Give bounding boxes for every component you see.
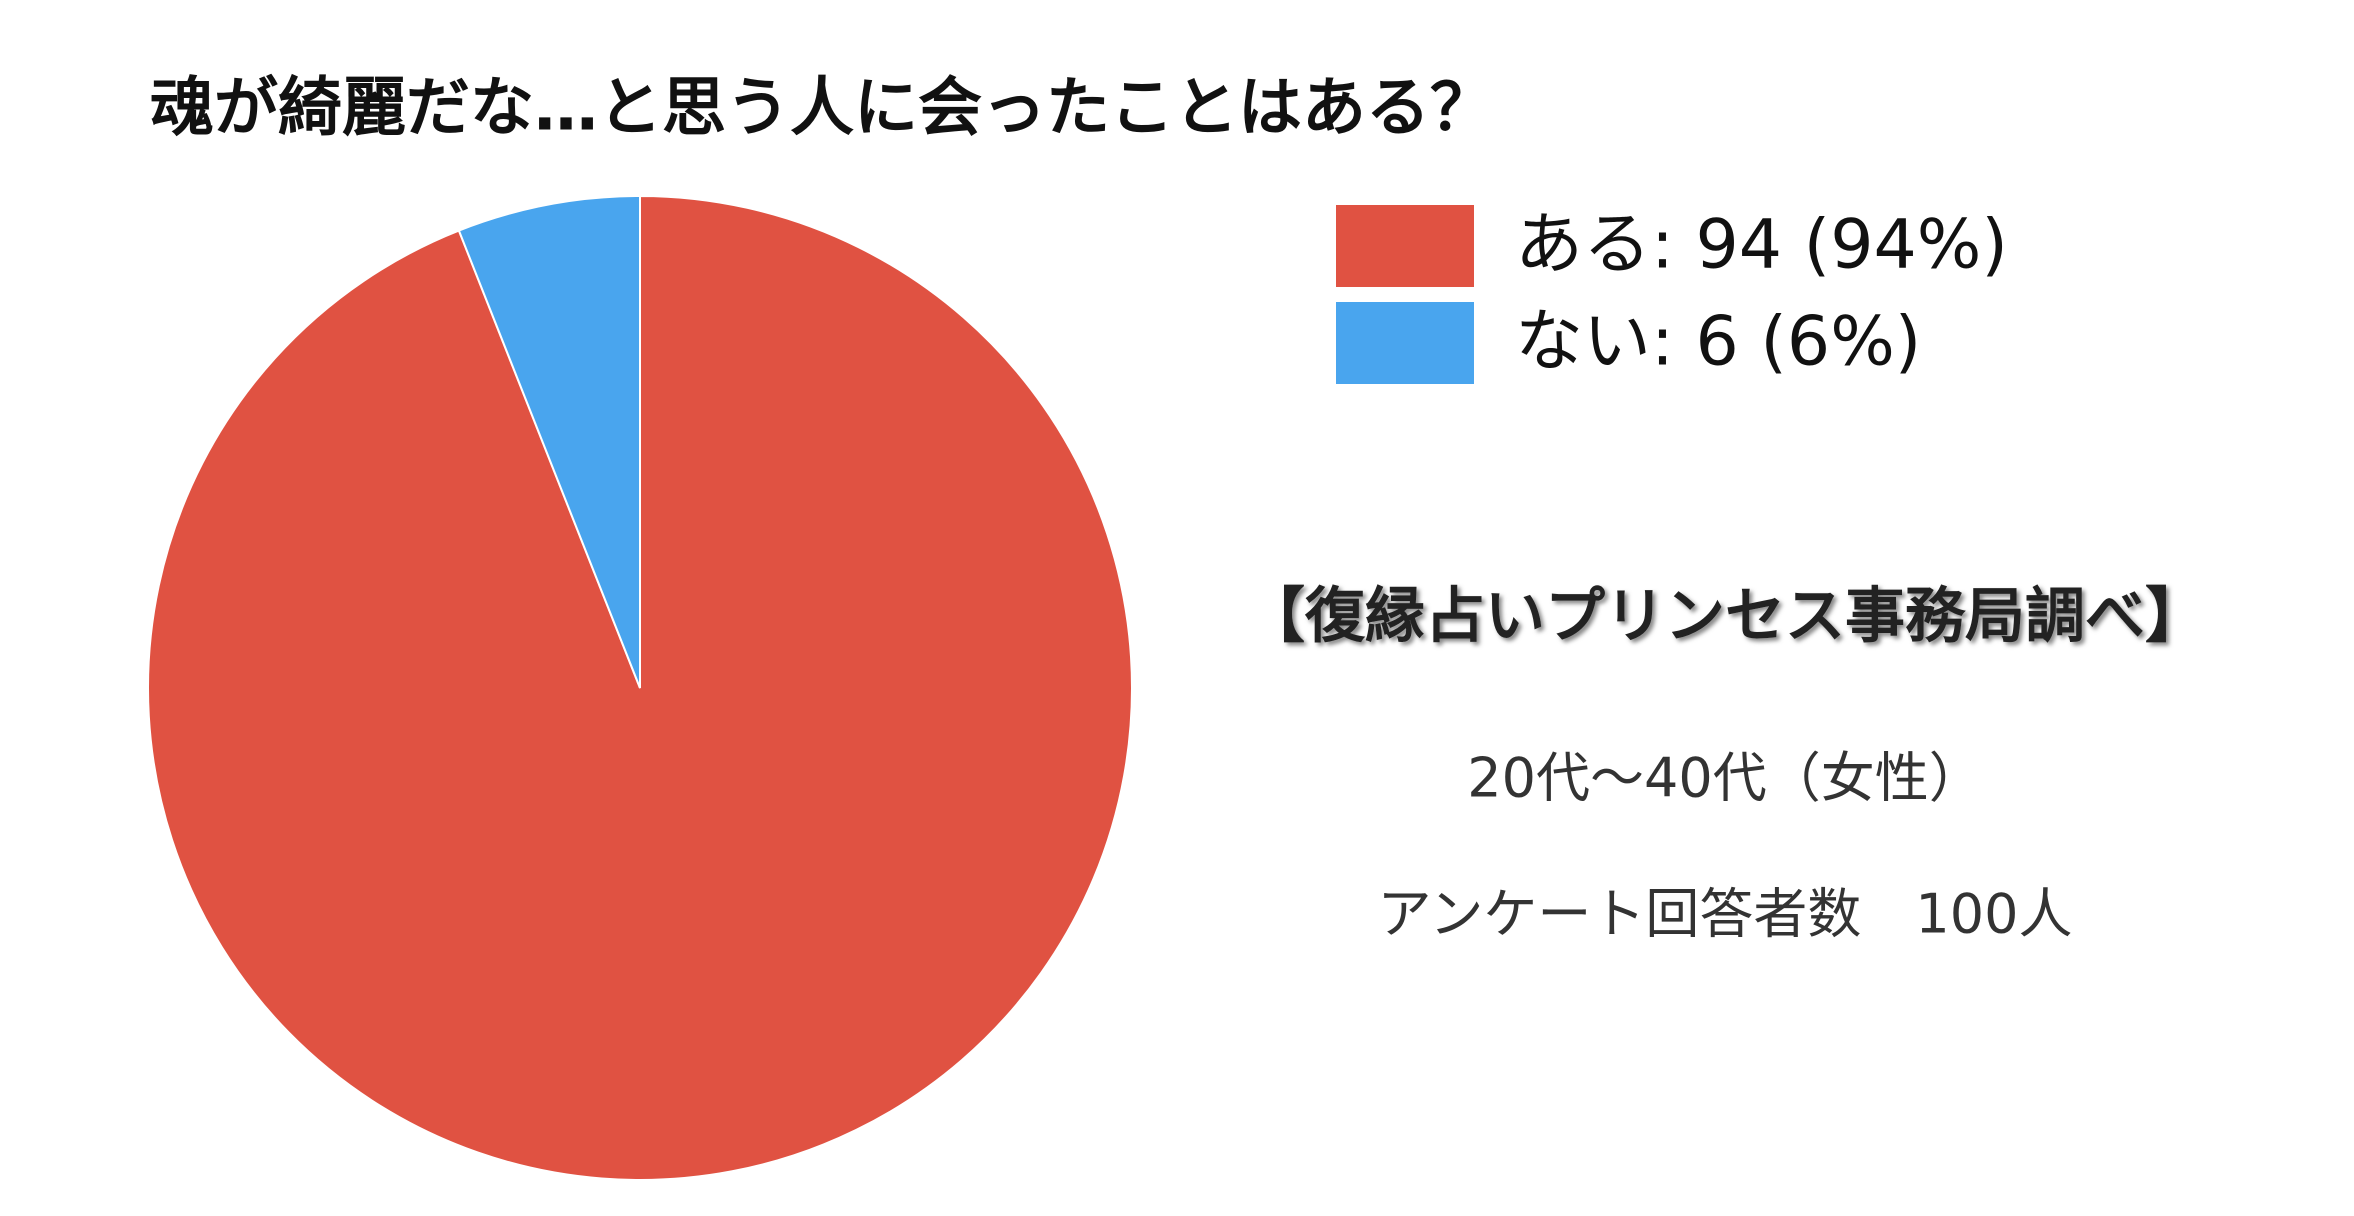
chart-title: 魂が綺麗だな…と思う人に会ったことはある？: [150, 72, 1494, 146]
annotation: アンケート回答者数 100人: [1378, 883, 2073, 946]
legend-label: ない: 6 (6%): [1515, 303, 1921, 382]
annotations: 【復縁占いプリンセス事務局調べ】 20代〜40代（女性） アンケート回答者数 100…: [1245, 582, 2205, 946]
legend: ある: 94 (94%) ない: 6 (6%): [1336, 205, 2008, 384]
legend-label: ある: 94 (94%): [1515, 206, 2008, 285]
annotation: 20代〜40代（女性）: [1467, 747, 1982, 810]
annotation: 【復縁占いプリンセス事務局調べ】: [1245, 582, 2205, 652]
pie-slice: [457, 194, 641, 689]
legend-swatch: [1336, 302, 1474, 384]
legend-swatch: [1336, 205, 1474, 287]
pie: [147, 194, 1134, 1181]
